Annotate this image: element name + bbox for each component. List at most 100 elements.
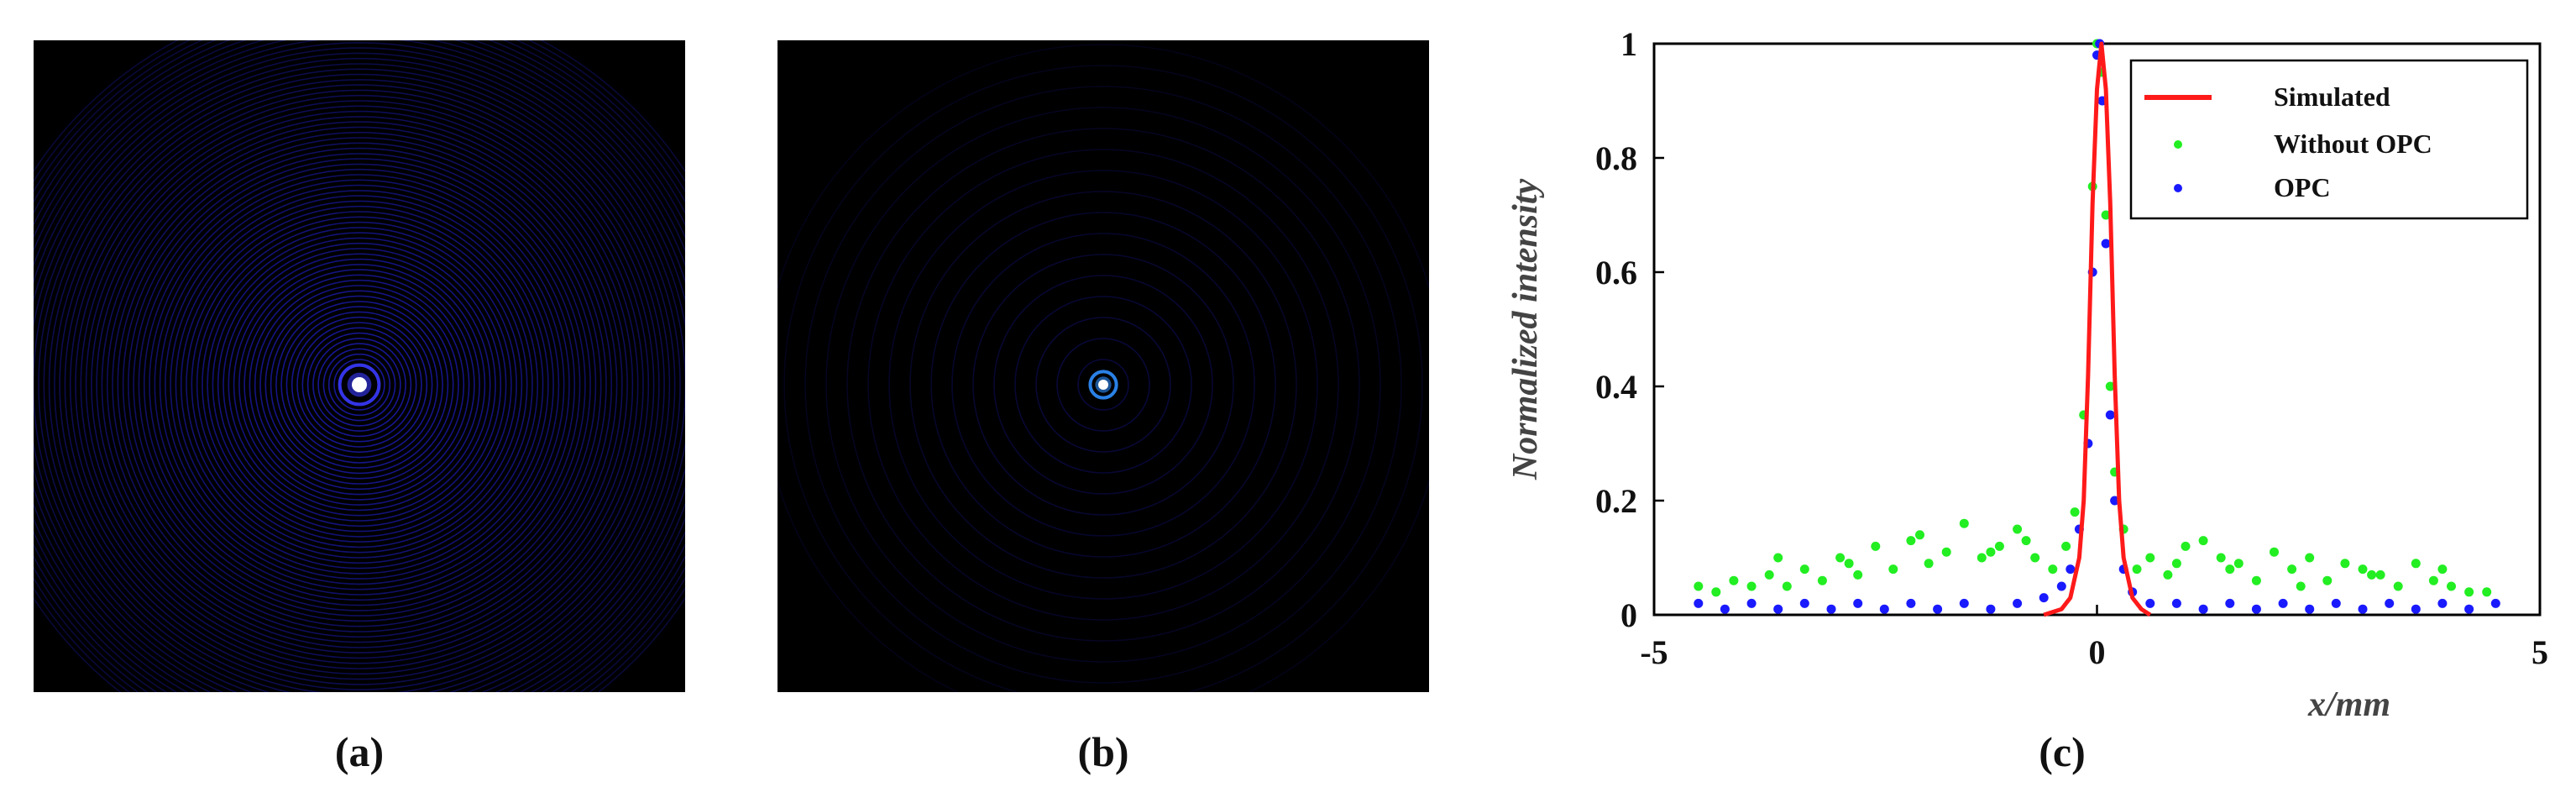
legend-box bbox=[2129, 59, 2529, 220]
pattern-a-ring bbox=[228, 253, 491, 517]
without-opc-point bbox=[1994, 541, 2004, 551]
without-opc-point bbox=[2105, 381, 2115, 391]
pattern-b-ring bbox=[909, 191, 1297, 579]
without-opc-point bbox=[2171, 559, 2181, 569]
pattern-a-ring bbox=[34, 42, 685, 692]
without-opc-point bbox=[2428, 575, 2438, 585]
without-opc-point bbox=[1746, 581, 1757, 591]
pattern-a-ring bbox=[59, 84, 660, 685]
pattern-b-ring bbox=[1014, 296, 1192, 474]
without-opc-point bbox=[2225, 564, 2235, 575]
opc-point bbox=[2358, 604, 2368, 614]
simulated-curve bbox=[2043, 41, 2152, 617]
opc-point bbox=[1826, 604, 1836, 614]
without-opc-point bbox=[1817, 575, 1827, 585]
without-opc-point bbox=[1977, 553, 1987, 563]
pattern-a-ring bbox=[138, 163, 581, 606]
speckle-image-without-opc bbox=[34, 40, 685, 692]
opc-point bbox=[2066, 564, 2076, 575]
legend-label-simulated: Simulated bbox=[2274, 81, 2390, 112]
pattern-a-ring bbox=[291, 316, 428, 454]
panel-label-b: (b) bbox=[1077, 728, 1129, 775]
pattern-b-central-spot bbox=[1098, 380, 1108, 390]
without-opc-point bbox=[2163, 569, 2173, 580]
ring-pattern-b bbox=[778, 44, 1429, 692]
pattern-a-ring bbox=[34, 58, 685, 692]
opc-point bbox=[1853, 598, 1863, 608]
without-opc-point bbox=[2411, 559, 2421, 569]
pattern-a-ring bbox=[306, 332, 412, 438]
pattern-a-ring bbox=[186, 211, 533, 559]
opc-point bbox=[2411, 604, 2421, 614]
pattern-a-ring bbox=[180, 205, 539, 564]
y-tick-label: 1 bbox=[1620, 25, 1637, 63]
pattern-a-ring bbox=[217, 242, 502, 527]
without-opc-point bbox=[2101, 210, 2111, 220]
without-opc-point bbox=[2061, 541, 2071, 551]
y-tick-label: 0 bbox=[1620, 596, 1637, 634]
opc-point bbox=[2385, 598, 2395, 608]
without-opc-point bbox=[2367, 569, 2377, 580]
pattern-a-ring bbox=[85, 110, 634, 659]
without-opc-point bbox=[2021, 536, 2031, 546]
opc-point bbox=[1694, 598, 1704, 608]
pattern-a-ring bbox=[175, 200, 544, 569]
ring-pattern-a bbox=[34, 40, 685, 692]
without-opc-point bbox=[2322, 575, 2333, 585]
without-opc-point bbox=[2340, 559, 2350, 569]
without-opc-point bbox=[1711, 587, 1721, 597]
opc-point bbox=[1773, 604, 1783, 614]
opc-point bbox=[1799, 598, 1809, 608]
pattern-a-ring bbox=[170, 195, 549, 575]
pattern-a-ring bbox=[259, 285, 459, 485]
without-opc-point bbox=[2305, 553, 2315, 563]
without-opc-point bbox=[2013, 524, 2023, 534]
without-opc-point bbox=[2287, 564, 2297, 575]
pattern-a-ring bbox=[296, 322, 422, 448]
without-opc-point bbox=[2296, 581, 2306, 591]
pattern-b-ring bbox=[846, 128, 1360, 642]
pattern-a-ring bbox=[317, 343, 401, 427]
pattern-a-ring bbox=[64, 89, 655, 680]
pattern-a-ring bbox=[128, 153, 591, 617]
without-opc-point bbox=[2132, 564, 2142, 575]
opc-point bbox=[2437, 598, 2448, 608]
pattern-a-ring bbox=[80, 105, 639, 664]
without-opc-point bbox=[2437, 564, 2448, 575]
x-tick-label: -5 bbox=[1640, 633, 1668, 671]
pattern-b-ring bbox=[804, 86, 1402, 684]
without-opc-point bbox=[2233, 559, 2244, 569]
without-opc-point bbox=[2464, 587, 2474, 597]
without-opc-point bbox=[1694, 581, 1704, 591]
pattern-a-ring bbox=[223, 248, 496, 522]
y-tick-label: 0.6 bbox=[1595, 254, 1637, 291]
pattern-a-ring bbox=[301, 327, 417, 443]
opc-point bbox=[1746, 598, 1757, 608]
opc-point bbox=[2171, 598, 2181, 608]
pattern-b-ring bbox=[993, 275, 1213, 495]
pattern-b-ring bbox=[1035, 317, 1171, 453]
pattern-b-ring bbox=[778, 44, 1429, 692]
legend: Simulated Without OPC OPC bbox=[2129, 59, 2529, 220]
opc-point bbox=[1959, 598, 1969, 608]
without-opc-point bbox=[1782, 581, 1792, 591]
axis-ticks: -5 0 500.20.40.60.81 bbox=[1595, 25, 2548, 671]
without-opc-point bbox=[2358, 564, 2368, 575]
pattern-a-ring bbox=[34, 52, 685, 692]
pattern-a-ring bbox=[34, 47, 685, 692]
without-opc-point bbox=[2270, 547, 2279, 557]
pattern-a-ring bbox=[202, 227, 517, 543]
pattern-a-ring bbox=[270, 295, 449, 475]
opc-point bbox=[2278, 598, 2288, 608]
panel-label-c: (c) bbox=[2039, 728, 2086, 775]
without-opc-point bbox=[2251, 575, 2261, 585]
opc-point bbox=[2305, 604, 2315, 614]
y-tick-label: 0.8 bbox=[1595, 139, 1637, 177]
opc-point bbox=[2331, 598, 2341, 608]
opc-point bbox=[2145, 598, 2155, 608]
opc-point bbox=[2105, 410, 2115, 420]
pattern-a-ring bbox=[122, 147, 597, 622]
pattern-a-ring bbox=[69, 94, 650, 675]
pattern-b-inner-ring bbox=[1088, 370, 1118, 400]
opc-point bbox=[2039, 593, 2049, 603]
